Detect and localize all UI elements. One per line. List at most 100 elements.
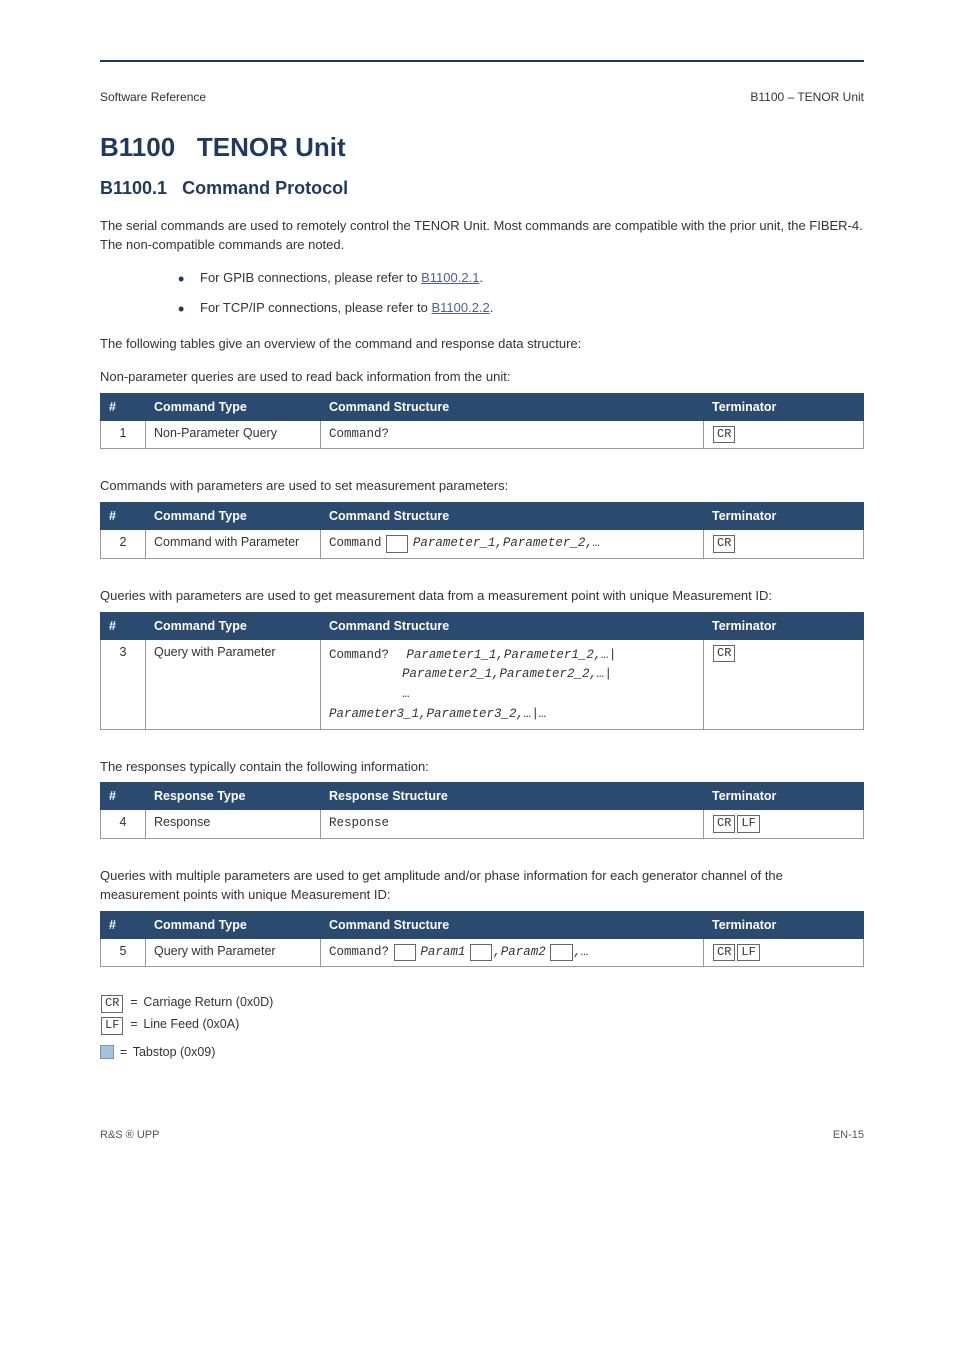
table4-caption: The responses typically contain the foll… bbox=[100, 758, 864, 777]
param-token: ,… bbox=[574, 945, 589, 959]
th-term: Terminator bbox=[704, 911, 864, 938]
command-token: Command? bbox=[329, 648, 389, 662]
cell-type: Response bbox=[146, 810, 321, 839]
equals-sign: = bbox=[117, 1045, 129, 1059]
th-struct: Command Structure bbox=[321, 911, 704, 938]
cell-type: Command with Parameter bbox=[146, 530, 321, 559]
th-type: Response Type bbox=[146, 783, 321, 810]
legend-tab-text: Tabstop (0x09) bbox=[133, 1045, 216, 1059]
cell-struct: Command? Param1 ,Param2 ,… bbox=[321, 938, 704, 967]
param-line: … bbox=[402, 687, 410, 701]
param-token: Param1 bbox=[420, 945, 465, 959]
cell-term: CR bbox=[704, 420, 864, 449]
th-struct: Command Structure bbox=[321, 612, 704, 639]
param-line: Parameter1_1,Parameter1_2,…| bbox=[406, 648, 616, 662]
param-line: Parameter2_1,Parameter2_2,…| bbox=[402, 667, 612, 681]
cell-struct: Command Parameter_1,Parameter_2,… bbox=[321, 530, 704, 559]
command-token: Command? bbox=[329, 427, 389, 441]
th-type: Command Type bbox=[146, 612, 321, 639]
intro-paragraph: The serial commands are used to remotely… bbox=[100, 217, 864, 255]
tab-box bbox=[550, 944, 572, 962]
cell-num: 1 bbox=[101, 420, 146, 449]
cell-type: Non-Parameter Query bbox=[146, 420, 321, 449]
command-token: Command? bbox=[329, 945, 389, 959]
th-num: # bbox=[101, 393, 146, 420]
section-text: TENOR Unit bbox=[197, 132, 346, 162]
bullet-suffix: . bbox=[490, 300, 494, 315]
table3-caption: Queries with parameters are used to get … bbox=[100, 587, 864, 606]
response-token: Response bbox=[329, 816, 389, 830]
tab-box bbox=[470, 944, 492, 962]
cell-struct: Response bbox=[321, 810, 704, 839]
cell-term: CR bbox=[704, 639, 864, 729]
equals-sign: = bbox=[128, 1017, 140, 1031]
th-struct: Command Structure bbox=[321, 503, 704, 530]
terminator-cr: CR bbox=[713, 645, 735, 663]
legend-cr-box: CR bbox=[101, 995, 123, 1013]
equals-sign: = bbox=[128, 995, 140, 1009]
th-num: # bbox=[101, 612, 146, 639]
th-num: # bbox=[101, 503, 146, 530]
xref-link[interactable]: B1100.2.2 bbox=[431, 300, 489, 315]
cell-type: Query with Parameter bbox=[146, 938, 321, 967]
section-title: B1100 TENOR Unit bbox=[100, 132, 864, 163]
legend-lf-box: LF bbox=[101, 1017, 123, 1035]
cell-type: Query with Parameter bbox=[146, 639, 321, 729]
header-right: B1100 – TENOR Unit bbox=[750, 90, 864, 104]
terminator-cr: CR bbox=[713, 426, 735, 444]
table1-caption: Non-parameter queries are used to read b… bbox=[100, 368, 864, 387]
cell-num: 2 bbox=[101, 530, 146, 559]
page-footer: R&S ® UPP EN-15 bbox=[100, 1129, 864, 1141]
cell-term: CRLF bbox=[704, 810, 864, 839]
table-query-param: # Command Type Command Structure Termina… bbox=[100, 612, 864, 730]
param-token: Parameter_1,Parameter_2,… bbox=[413, 536, 601, 550]
terminator-lf: LF bbox=[737, 944, 759, 962]
top-rule bbox=[100, 60, 864, 62]
table-nonparam-query: # Command Type Command Structure Termina… bbox=[100, 393, 864, 450]
cell-struct: Command? Parameter1_1,Parameter1_2,…| Pa… bbox=[321, 639, 704, 729]
th-type: Command Type bbox=[146, 503, 321, 530]
connection-list: For GPIB connections, please refer to B1… bbox=[100, 269, 864, 317]
legend-row: LF = Line Feed (0x0A) bbox=[100, 1017, 864, 1035]
legend: CR = Carriage Return (0x0D) LF = Line Fe… bbox=[100, 995, 864, 1059]
cell-num: 3 bbox=[101, 639, 146, 729]
list-item: For GPIB connections, please refer to B1… bbox=[200, 269, 864, 287]
legend-row: CR = Carriage Return (0x0D) bbox=[100, 995, 864, 1013]
footer-right: EN-15 bbox=[833, 1129, 864, 1141]
terminator-cr: CR bbox=[713, 815, 735, 833]
bullet-text: For GPIB connections, please refer to bbox=[200, 270, 421, 285]
table5-caption: Queries with multiple parameters are use… bbox=[100, 867, 864, 905]
param-token: ,Param2 bbox=[493, 945, 546, 959]
running-header: Software Reference B1100 – TENOR Unit bbox=[100, 90, 864, 104]
footer-left: R&S ® UPP bbox=[100, 1129, 159, 1141]
table2-caption: Commands with parameters are used to set… bbox=[100, 477, 864, 496]
section-number: B1100 bbox=[100, 132, 175, 162]
bullet-suffix: . bbox=[479, 270, 483, 285]
th-struct: Command Structure bbox=[321, 393, 704, 420]
subsection-number: B1100.1 bbox=[100, 178, 167, 198]
cell-struct: Command? bbox=[321, 420, 704, 449]
bullet-text: For TCP/IP connections, please refer to bbox=[200, 300, 431, 315]
table-response: # Response Type Response Structure Termi… bbox=[100, 782, 864, 839]
header-left: Software Reference bbox=[100, 90, 206, 104]
param-line: Parameter3_1,Parameter3_2,…|… bbox=[329, 707, 547, 721]
terminator-cr: CR bbox=[713, 944, 735, 962]
th-type: Command Type bbox=[146, 911, 321, 938]
xref-link[interactable]: B1100.2.1 bbox=[421, 270, 479, 285]
terminator-cr: CR bbox=[713, 535, 735, 553]
legend-cr-text: Carriage Return (0x0D) bbox=[143, 995, 273, 1009]
th-type: Command Type bbox=[146, 393, 321, 420]
cell-term: CR bbox=[704, 530, 864, 559]
table-query-multiparam: # Command Type Command Structure Termina… bbox=[100, 911, 864, 968]
legend-row: = Tabstop (0x09) bbox=[100, 1045, 864, 1060]
legend-tab-swatch bbox=[100, 1045, 114, 1059]
th-term: Terminator bbox=[704, 393, 864, 420]
subsection-title: B1100.1 Command Protocol bbox=[100, 178, 864, 199]
tab-box bbox=[394, 944, 416, 962]
command-token: Command bbox=[329, 536, 382, 550]
legend-lf-text: Line Feed (0x0A) bbox=[143, 1017, 239, 1031]
th-num: # bbox=[101, 911, 146, 938]
th-struct: Response Structure bbox=[321, 783, 704, 810]
th-term: Terminator bbox=[704, 612, 864, 639]
overview-text: The following tables give an overview of… bbox=[100, 335, 864, 354]
